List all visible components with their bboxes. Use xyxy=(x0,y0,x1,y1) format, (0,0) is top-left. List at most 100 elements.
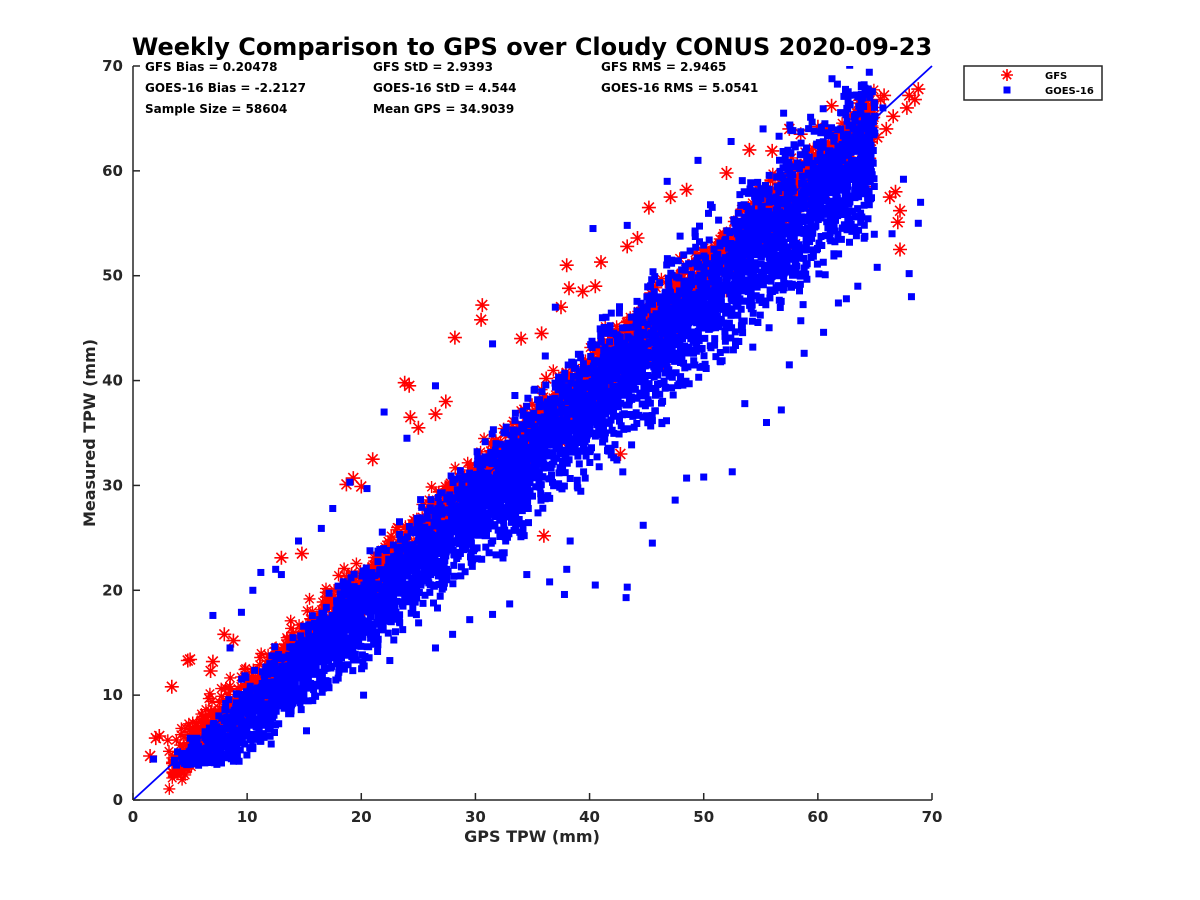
gfs-point xyxy=(534,326,549,341)
gfs-point xyxy=(620,239,635,254)
gfs-point xyxy=(886,109,901,124)
goes-16-point xyxy=(380,408,388,416)
gfs-point xyxy=(679,182,694,197)
goes-16-point xyxy=(229,757,237,765)
goes-16-point xyxy=(777,406,785,414)
goes-16-point xyxy=(523,571,531,579)
gfs-point xyxy=(663,190,678,205)
sample-size-text: Sample Size = 58604 xyxy=(145,102,287,116)
gfs-point xyxy=(475,298,490,313)
chart-title: Weekly Comparison to GPS over Cloudy CON… xyxy=(132,33,932,61)
gfs-point xyxy=(148,731,163,746)
goes-16-point xyxy=(899,175,907,183)
gfs-point xyxy=(514,331,529,346)
y-tick-label: 70 xyxy=(102,57,123,75)
gfs-point xyxy=(403,410,418,425)
goes-16-point xyxy=(780,109,788,117)
y-tick-label: 20 xyxy=(102,581,123,599)
goes-16-point xyxy=(727,137,735,145)
gfs-point xyxy=(474,312,489,327)
gfs-point xyxy=(630,231,645,245)
gfs-point xyxy=(893,203,907,218)
gfs-point xyxy=(641,200,656,215)
goes-16-point xyxy=(466,616,474,624)
goes-16-point xyxy=(785,361,793,369)
gfs-point xyxy=(428,407,443,422)
goes-16-point xyxy=(563,565,571,573)
x-tick-label: 10 xyxy=(237,808,258,826)
x-tick-label: 0 xyxy=(128,808,138,826)
gfs-point xyxy=(594,255,608,270)
gfs-bias-text: GFS Bias = 0.20478 xyxy=(145,60,277,74)
goes-16-point xyxy=(914,219,922,227)
gfs-point xyxy=(152,729,167,743)
gfs-point xyxy=(562,281,576,296)
goes-16-point xyxy=(237,608,245,616)
gfs-point xyxy=(274,550,289,565)
goes-16-point xyxy=(917,198,925,206)
goes-16-point xyxy=(905,270,913,278)
x-tick-label: 30 xyxy=(465,808,486,826)
gfs-point xyxy=(888,184,903,199)
y-axis-ticks: 0 10 20 30 40 50 60 70 xyxy=(102,57,140,809)
goes-16-point xyxy=(834,299,842,307)
goes-16-point xyxy=(551,303,559,311)
goes-16-point xyxy=(663,177,671,185)
gfs-point xyxy=(397,375,412,390)
goes-16-point xyxy=(560,590,568,598)
goes-16-point xyxy=(622,594,630,602)
gfs-point xyxy=(911,82,926,97)
goes-16-point xyxy=(589,225,597,233)
gfs-point xyxy=(742,142,757,157)
goes-16-point xyxy=(386,657,394,665)
gfs-point xyxy=(205,654,220,669)
gfs-point xyxy=(890,215,905,230)
gfs-point xyxy=(882,190,897,205)
x-axis-label: GPS TPW (mm) xyxy=(464,827,600,846)
goes-16-point xyxy=(403,434,411,442)
gfs-rms-text: GFS RMS = 2.9465 xyxy=(601,60,726,74)
goes-16-point xyxy=(623,583,631,591)
legend-box xyxy=(963,65,1103,101)
gfs-point xyxy=(411,420,426,435)
x-axis-ticks: 0 10 20 30 40 50 60 70 xyxy=(128,793,942,826)
plot-area xyxy=(132,65,933,801)
goes-16-point-cloud xyxy=(170,66,879,769)
goes-16-point xyxy=(489,340,497,348)
goes-16-point xyxy=(873,263,881,271)
y-axis-label: Measured TPW (mm) xyxy=(80,339,99,527)
gfs-point xyxy=(824,98,839,113)
goes-16-point xyxy=(546,578,554,586)
y-tick-label: 50 xyxy=(102,267,123,285)
goes-16-point xyxy=(329,504,337,512)
goes-16-point xyxy=(363,485,371,493)
goes-16-point xyxy=(506,600,514,608)
x-tick-label: 60 xyxy=(807,808,828,826)
gfs-point xyxy=(536,528,551,543)
gfs-point xyxy=(907,92,922,107)
goes-16-point xyxy=(174,748,182,756)
mean-gps-text: Mean GPS = 34.9039 xyxy=(373,102,514,116)
gfs-point xyxy=(346,471,361,486)
y-tick-label: 30 xyxy=(102,476,123,494)
gfs-point xyxy=(183,652,198,667)
gfs-point xyxy=(164,679,179,694)
goes-16-point xyxy=(907,293,915,301)
goes-16-point xyxy=(360,691,368,699)
goes-16-point xyxy=(648,539,656,547)
goes-16-point xyxy=(302,727,310,735)
goes-16-std-text: GOES-16 StD = 4.544 xyxy=(373,81,516,95)
goes-16-rms-text: GOES-16 RMS = 5.0541 xyxy=(601,81,758,95)
gfs-point xyxy=(575,284,590,299)
gfs-point xyxy=(447,330,462,345)
gfs-point xyxy=(893,242,907,257)
goes-16-point xyxy=(854,282,862,290)
goes-16-point xyxy=(728,468,736,476)
goes-16-point xyxy=(762,419,770,427)
y-tick-label: 10 xyxy=(102,686,123,704)
asterisk-icon xyxy=(1001,69,1013,81)
x-tick-label: 20 xyxy=(351,808,372,826)
goes-16-point xyxy=(346,478,354,486)
gfs-point xyxy=(402,378,417,393)
